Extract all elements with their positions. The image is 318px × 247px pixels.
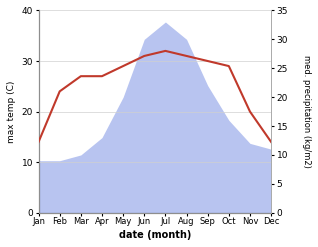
Y-axis label: med. precipitation (kg/m2): med. precipitation (kg/m2) bbox=[302, 55, 311, 168]
X-axis label: date (month): date (month) bbox=[119, 230, 191, 240]
Y-axis label: max temp (C): max temp (C) bbox=[7, 80, 16, 143]
